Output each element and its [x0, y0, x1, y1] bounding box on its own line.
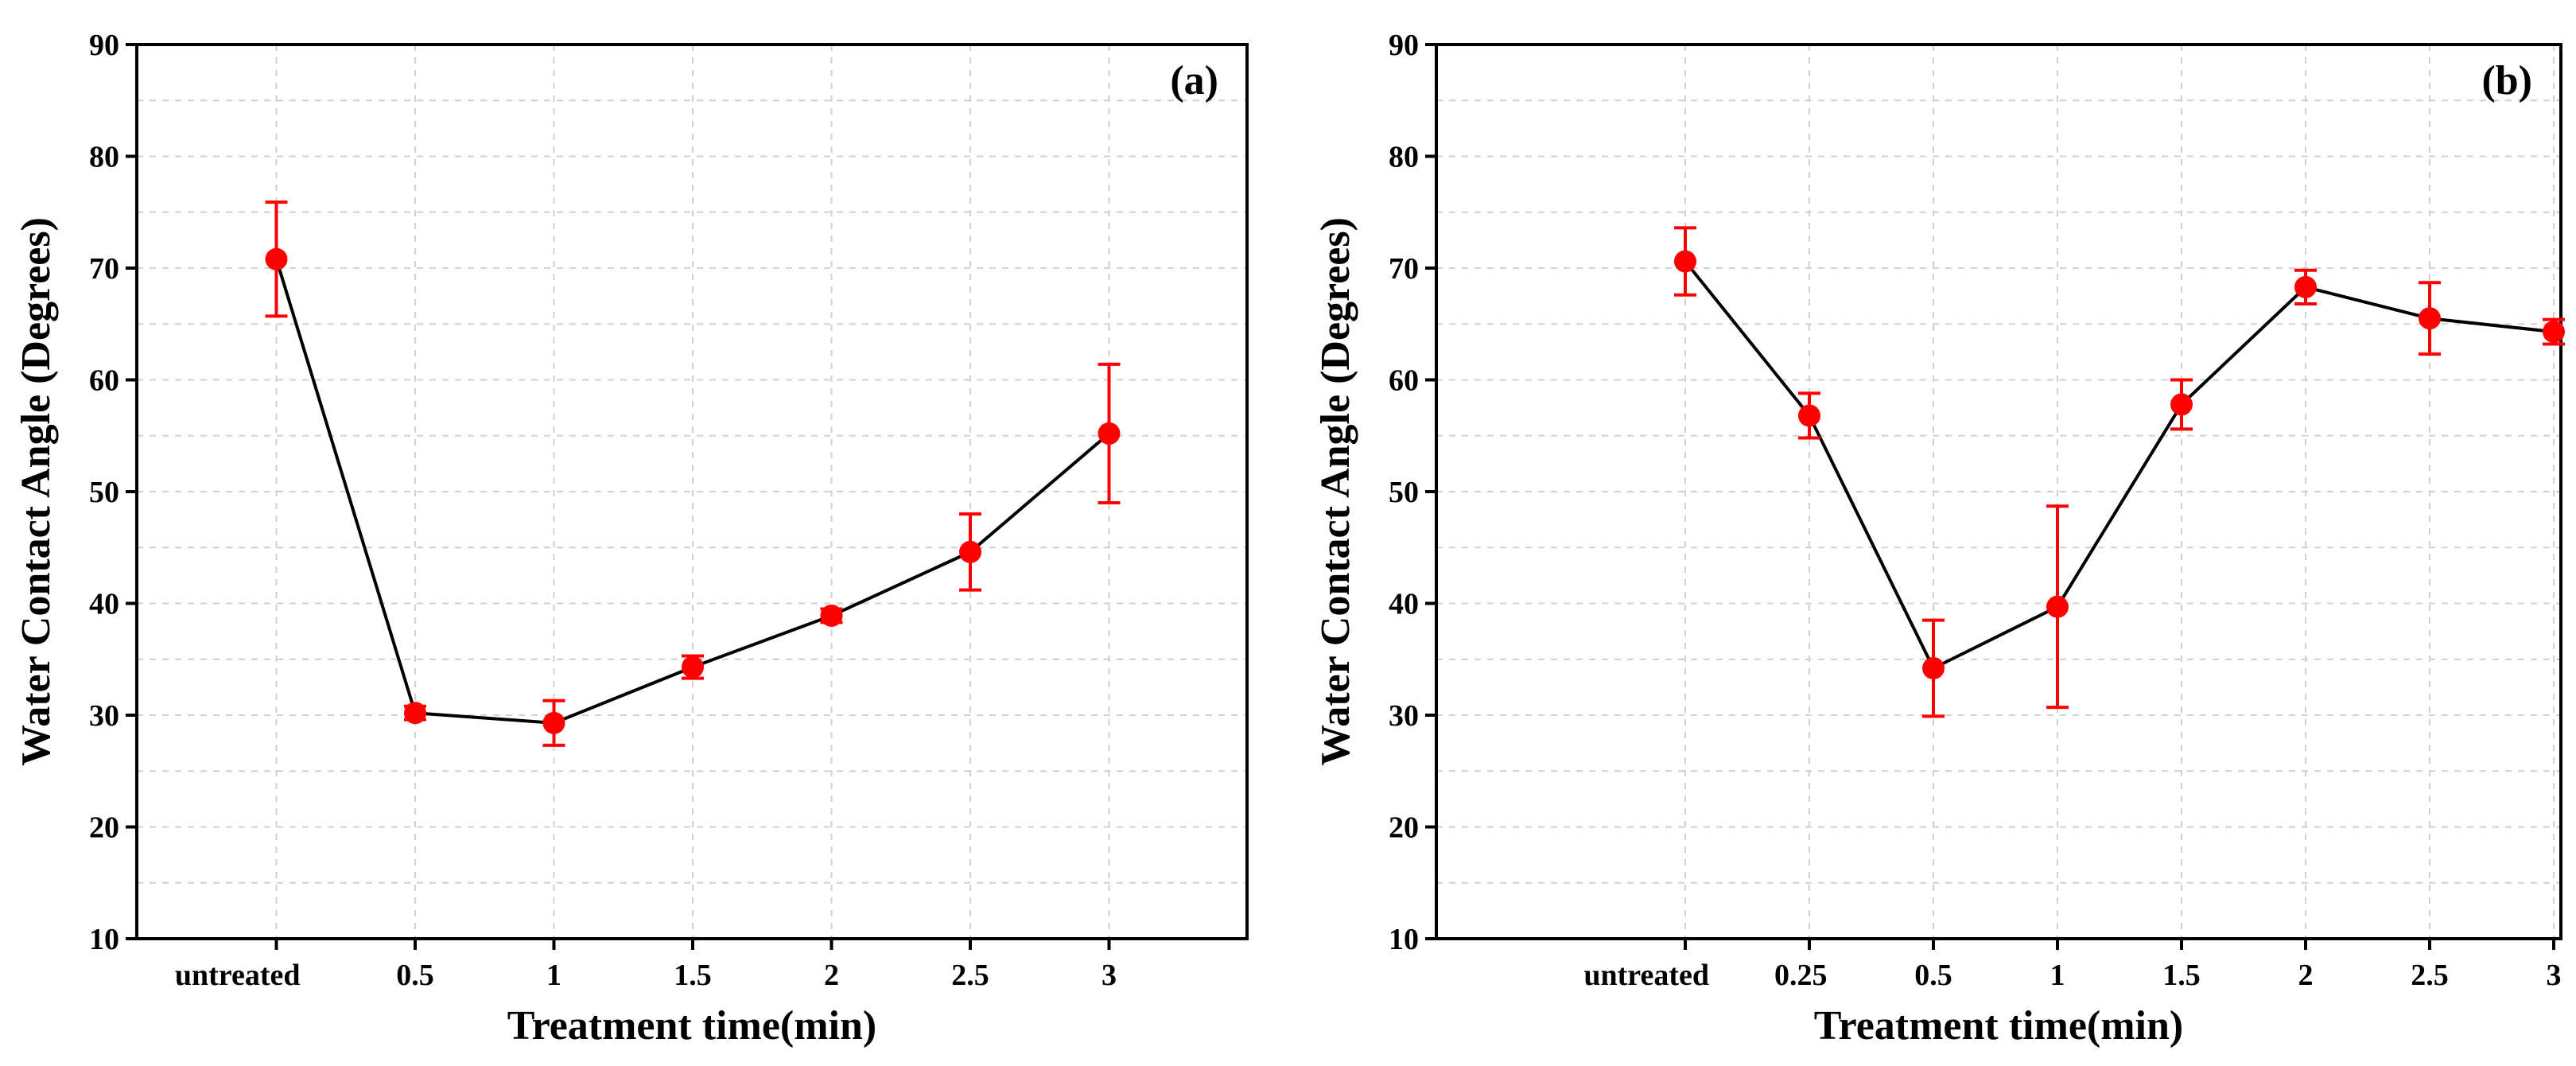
x-tick-label: 3: [1102, 959, 1117, 992]
y-axis: 10 20 30 40 50 60 70 80 90: [1389, 29, 1436, 956]
x-tick-label: 1.5: [674, 959, 712, 992]
x-tick-label: untreated: [1583, 959, 1709, 992]
y-tick-label: 10: [1389, 923, 1419, 956]
y-tick-label: 80: [1389, 141, 1419, 174]
series-1: [265, 200, 1121, 747]
y-tick-label: 20: [89, 811, 119, 845]
y-tick-label: 70: [89, 252, 119, 286]
y-tick-label: 90: [89, 29, 119, 62]
y-tick-label: 20: [1389, 811, 1419, 845]
data-point: [404, 702, 426, 725]
data-point: [959, 540, 981, 563]
y-tick-label: 60: [89, 364, 119, 398]
y-axis: 10 20 30 40 50 60 70 80 90: [89, 29, 137, 956]
data-point: [2294, 275, 2317, 298]
data-point: [2046, 595, 2069, 618]
panel-label: (a): [1170, 58, 1218, 103]
grid: [1436, 45, 2561, 939]
chart-panel-1: 10 20 30 40 50 60 70 80 90 untreated 0.5 1 1.5 2 2.5 3 T…: [14, 29, 1249, 1048]
series-line: [1684, 260, 2555, 671]
x-tick-label: 2: [824, 959, 839, 992]
x-axis: untreated 0.5 1 1.5 2 2.5 3: [175, 939, 1117, 992]
y-tick-label: 50: [89, 476, 119, 509]
x-axis-title: Treatment time(min): [1814, 1003, 2183, 1048]
y-tick-label: 10: [89, 923, 119, 956]
data-point: [265, 247, 288, 270]
grid: [137, 45, 1247, 939]
data-point: [1674, 250, 1696, 273]
x-tick-label: 0.25: [1774, 959, 1828, 992]
x-axis: untreated 0.25 0.5 1 1.5 2 2.5 3: [1583, 939, 2562, 992]
data-point: [542, 711, 565, 734]
y-tick-label: 30: [89, 699, 119, 733]
y-tick-label: 60: [1389, 364, 1419, 398]
y-tick-label: 70: [1389, 252, 1419, 286]
y-tick-label: 80: [89, 141, 119, 174]
series-1: [1674, 226, 2565, 718]
x-tick-label: 0.5: [1914, 959, 1952, 992]
x-tick-label: 1: [2050, 959, 2065, 992]
x-axis-title: Treatment time(min): [507, 1003, 876, 1048]
data-point: [682, 656, 704, 679]
y-axis-title: Water Contact Angle (Degrees): [14, 217, 59, 766]
y-tick-label: 40: [1389, 588, 1419, 621]
data-point: [1798, 404, 1820, 427]
data-point: [1098, 422, 1121, 445]
data-point: [2419, 307, 2441, 330]
data-point: [1922, 656, 1945, 679]
x-tick-label: 1.5: [2162, 959, 2201, 992]
y-tick-label: 30: [1389, 699, 1419, 733]
y-tick-label: 50: [1389, 476, 1419, 509]
data-point: [820, 604, 843, 627]
chart-panel-2: 10 20 30 40 50 60 70 80 90 untreated 0.25 0.5 1 1.5 2 2…: [1313, 29, 2565, 1048]
x-tick-label: untreated: [175, 959, 301, 992]
x-tick-label: 0.5: [396, 959, 434, 992]
y-tick-label: 90: [1389, 29, 1419, 62]
data-point: [2543, 321, 2565, 344]
x-tick-label: 2.5: [951, 959, 989, 992]
y-tick-label: 40: [89, 588, 119, 621]
panel-label: (b): [2481, 58, 2532, 103]
y-axis-title: Water Contact Angle (Degrees): [1313, 217, 1358, 766]
x-tick-label: 1: [546, 959, 561, 992]
x-tick-label: 2.5: [2411, 959, 2449, 992]
x-tick-label: 3: [2547, 959, 2562, 992]
x-tick-label: 2: [2298, 959, 2314, 992]
data-point: [2170, 393, 2193, 416]
